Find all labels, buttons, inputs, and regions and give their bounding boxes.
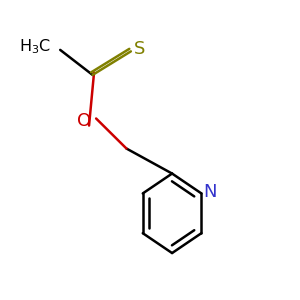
Text: H$_3$C: H$_3$C xyxy=(19,38,51,56)
Text: S: S xyxy=(134,40,145,58)
Text: N: N xyxy=(203,183,216,201)
Text: O: O xyxy=(77,112,91,130)
